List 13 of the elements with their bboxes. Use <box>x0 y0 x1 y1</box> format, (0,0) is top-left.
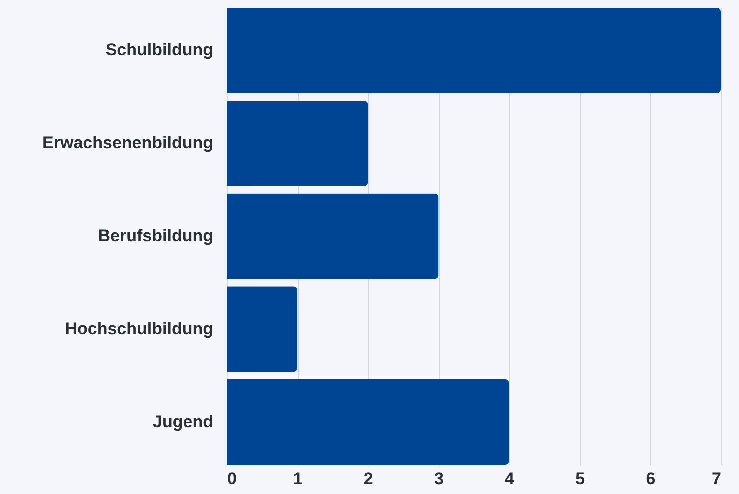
x-tick-label: 1 <box>293 470 303 488</box>
x-tick-label: 7 <box>712 470 722 488</box>
y-tick-label: Schulbildung <box>106 40 214 60</box>
x-tick-label: 4 <box>505 470 516 488</box>
y-tick-label: Erwachsenenbildung <box>42 134 214 153</box>
x-tick-label: 6 <box>646 470 656 488</box>
x-tick-label: 0 <box>228 470 237 488</box>
x-tick-label: 3 <box>434 470 444 488</box>
y-tick-label: Hochschulbildung <box>65 319 214 338</box>
y-tick-label: Berufsbildung <box>98 226 214 246</box>
x-tick-label: 5 <box>576 470 586 488</box>
x-tick-label: 2 <box>364 470 374 488</box>
y-tick-label: Jugend <box>153 412 214 432</box>
